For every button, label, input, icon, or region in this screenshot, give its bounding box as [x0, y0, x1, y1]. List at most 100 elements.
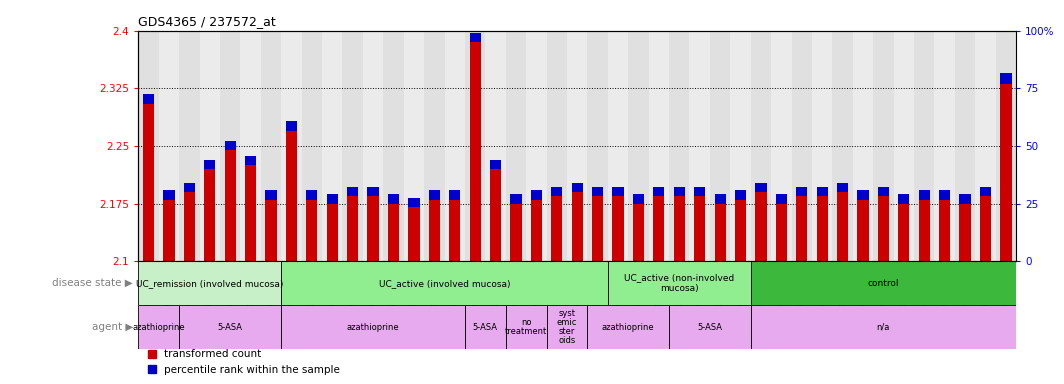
Bar	[220, 31, 240, 261]
Bar	[164, 190, 174, 200]
Bar	[592, 196, 603, 261]
Bar	[143, 104, 154, 261]
Bar	[649, 31, 669, 261]
Text: azathioprine: azathioprine	[132, 323, 185, 332]
Bar	[1000, 84, 1012, 261]
Bar	[388, 194, 399, 204]
Bar	[837, 183, 848, 192]
Bar	[633, 204, 644, 261]
Bar	[306, 190, 317, 200]
Bar	[567, 31, 587, 261]
Bar	[547, 31, 567, 261]
Text: GDS4365 / 237572_at: GDS4365 / 237572_at	[138, 15, 276, 28]
Bar	[449, 190, 461, 200]
Text: UC_active (involved mucosa): UC_active (involved mucosa)	[379, 279, 511, 288]
Bar	[816, 187, 828, 196]
Bar	[531, 200, 542, 261]
Bar	[225, 150, 236, 261]
Text: no
treatment: no treatment	[505, 318, 547, 336]
Bar	[694, 187, 705, 196]
Bar	[425, 31, 445, 261]
Bar	[531, 190, 542, 200]
Bar	[587, 31, 608, 261]
Bar	[669, 31, 689, 261]
Bar	[710, 31, 730, 261]
Bar	[674, 196, 685, 261]
Bar	[796, 187, 808, 196]
Bar	[976, 31, 996, 261]
Bar	[653, 196, 665, 261]
Bar	[674, 187, 685, 196]
Bar	[403, 31, 425, 261]
Bar	[874, 31, 894, 261]
Bar	[608, 31, 628, 261]
Bar	[751, 261, 1016, 305]
Text: 5-ASA: 5-ASA	[472, 323, 498, 332]
Bar	[608, 261, 751, 305]
Bar	[934, 31, 954, 261]
Bar	[694, 196, 705, 261]
Bar	[265, 200, 277, 261]
Bar	[200, 31, 220, 261]
Bar	[918, 200, 930, 261]
Bar	[960, 204, 970, 261]
Bar	[367, 187, 379, 196]
Bar	[960, 194, 970, 204]
Bar	[547, 305, 587, 349]
Bar	[715, 194, 726, 204]
Bar	[878, 196, 890, 261]
Bar	[343, 31, 363, 261]
Bar	[469, 33, 481, 42]
Bar	[853, 31, 874, 261]
Bar	[735, 200, 746, 261]
Bar	[138, 305, 179, 349]
Bar	[755, 192, 766, 261]
Text: azathioprine: azathioprine	[602, 323, 654, 332]
Bar	[138, 31, 159, 261]
Bar	[940, 200, 950, 261]
Bar	[225, 141, 236, 150]
Bar	[878, 187, 890, 196]
Bar	[489, 160, 501, 169]
Bar	[653, 187, 665, 196]
Text: agent ▶: agent ▶	[92, 322, 133, 333]
Bar	[143, 94, 154, 104]
Bar	[751, 305, 1016, 349]
Bar	[730, 31, 751, 261]
Bar	[511, 194, 521, 204]
Bar	[551, 187, 563, 196]
Bar	[505, 305, 547, 349]
Bar	[812, 31, 832, 261]
Bar	[286, 131, 297, 261]
Bar	[898, 204, 910, 261]
Bar	[204, 169, 215, 261]
Bar	[837, 192, 848, 261]
Bar	[445, 31, 465, 261]
Bar	[363, 31, 383, 261]
Bar	[429, 200, 439, 261]
Bar	[755, 183, 766, 192]
Bar	[858, 200, 868, 261]
Bar	[179, 305, 281, 349]
Text: UC_remission (involved mucosa): UC_remission (involved mucosa)	[136, 279, 283, 288]
Bar	[894, 31, 914, 261]
Bar	[954, 31, 976, 261]
Text: disease state ▶: disease state ▶	[52, 278, 133, 288]
Bar	[613, 187, 624, 196]
Bar	[449, 200, 461, 261]
Bar	[980, 187, 991, 196]
Bar	[301, 31, 322, 261]
Legend: transformed count, percentile rank within the sample: transformed count, percentile rank withi…	[144, 345, 345, 379]
Bar	[245, 165, 256, 261]
Bar	[551, 196, 563, 261]
Bar	[858, 190, 868, 200]
Bar	[184, 192, 195, 261]
Bar	[245, 156, 256, 165]
Bar	[265, 190, 277, 200]
Text: azathioprine: azathioprine	[347, 323, 399, 332]
Bar	[571, 183, 583, 192]
Bar	[771, 31, 792, 261]
Bar	[465, 31, 485, 261]
Bar	[322, 31, 343, 261]
Bar	[980, 196, 991, 261]
